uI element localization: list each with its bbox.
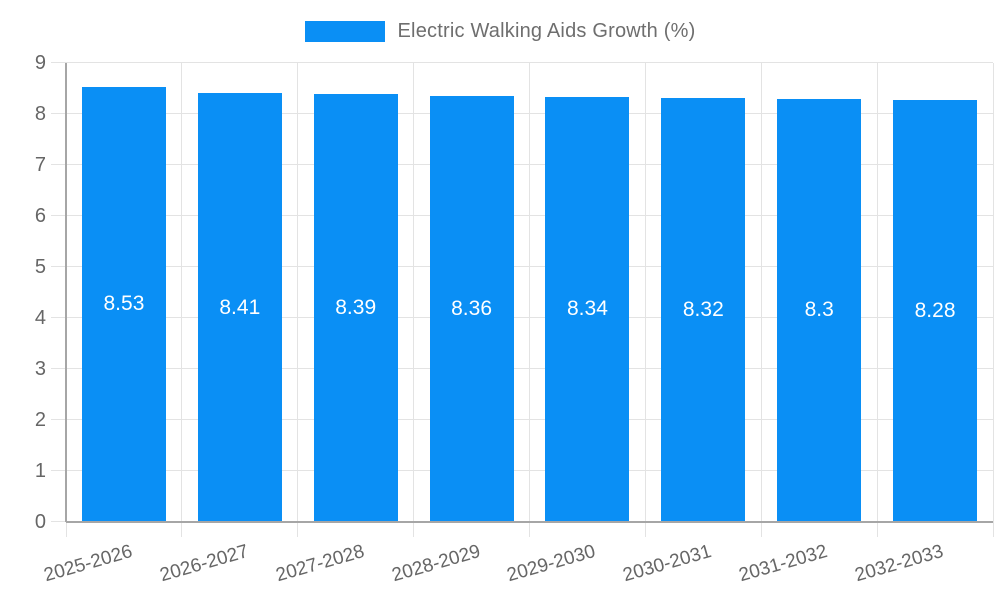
y-axis-tick-label: 7 <box>34 154 46 176</box>
bar-value-label: 8.53 <box>103 292 145 316</box>
chart-legend[interactable]: Electric Walking Aids Growth (%) <box>0 20 1000 43</box>
bar-value-label: 8.32 <box>682 297 724 321</box>
bar[interactable] <box>545 96 630 522</box>
y-axis-tick-label: 9 <box>34 52 46 74</box>
y-axis-tick-label: 1 <box>34 460 46 482</box>
h-gridline <box>51 113 993 114</box>
y-axis-tick-label: 6 <box>34 205 46 227</box>
x-axis-tick-label: 2029-2030 <box>505 541 599 587</box>
h-gridline <box>51 62 993 63</box>
x-axis-tick-label: 2032-2033 <box>852 541 946 587</box>
h-gridline <box>51 215 993 216</box>
bar[interactable] <box>81 86 166 522</box>
y-axis-line <box>65 63 67 522</box>
v-gridline <box>876 63 878 537</box>
bar-value-label: 8.36 <box>451 296 492 320</box>
v-gridline <box>297 63 299 537</box>
h-gridline <box>51 470 993 471</box>
bar-value-label: 8.28 <box>914 298 956 322</box>
x-axis-tick-label: 2027-2028 <box>273 541 367 587</box>
x-axis-tick-label: 2025-2026 <box>41 541 135 587</box>
x-axis-tick-label: 2031-2032 <box>736 541 830 587</box>
y-axis-tick-label: 2 <box>34 409 46 431</box>
v-gridline <box>992 63 994 537</box>
bar[interactable] <box>429 95 514 522</box>
bar-value-label: 8.41 <box>219 295 261 319</box>
bar[interactable] <box>197 93 282 522</box>
h-gridline <box>51 419 993 420</box>
v-gridline <box>529 63 530 537</box>
legend-swatch-icon <box>304 21 385 42</box>
x-axis-tick-label: 2026-2027 <box>157 541 251 587</box>
bar[interactable] <box>661 97 746 522</box>
bar[interactable] <box>313 94 398 522</box>
h-gridline <box>51 368 993 369</box>
bar-value-label: 8.39 <box>335 296 377 320</box>
x-axis-tick-label: 2028-2029 <box>389 541 483 587</box>
y-axis-tick-label: 0 <box>34 511 46 533</box>
v-gridline <box>760 63 762 537</box>
x-axis-line <box>66 521 993 523</box>
v-gridline <box>181 63 183 537</box>
x-axis-tick-label: 2030-2031 <box>620 541 715 587</box>
y-axis-tick-label: 4 <box>34 307 46 329</box>
h-gridline <box>51 164 993 165</box>
y-axis-tick-label: 8 <box>34 103 46 125</box>
bar[interactable] <box>893 99 978 522</box>
v-gridline <box>413 63 415 537</box>
h-gridline <box>51 266 993 267</box>
h-gridline <box>51 317 993 318</box>
bar-value-label: 8.3 <box>804 298 834 322</box>
bar-value-label: 8.34 <box>567 297 608 321</box>
y-axis-tick-label: 3 <box>34 358 46 380</box>
v-gridline <box>644 63 646 537</box>
legend-label: Electric Walking Aids Growth (%) <box>397 20 696 42</box>
bar[interactable] <box>777 98 862 522</box>
y-axis-tick-label: 5 <box>34 256 46 278</box>
